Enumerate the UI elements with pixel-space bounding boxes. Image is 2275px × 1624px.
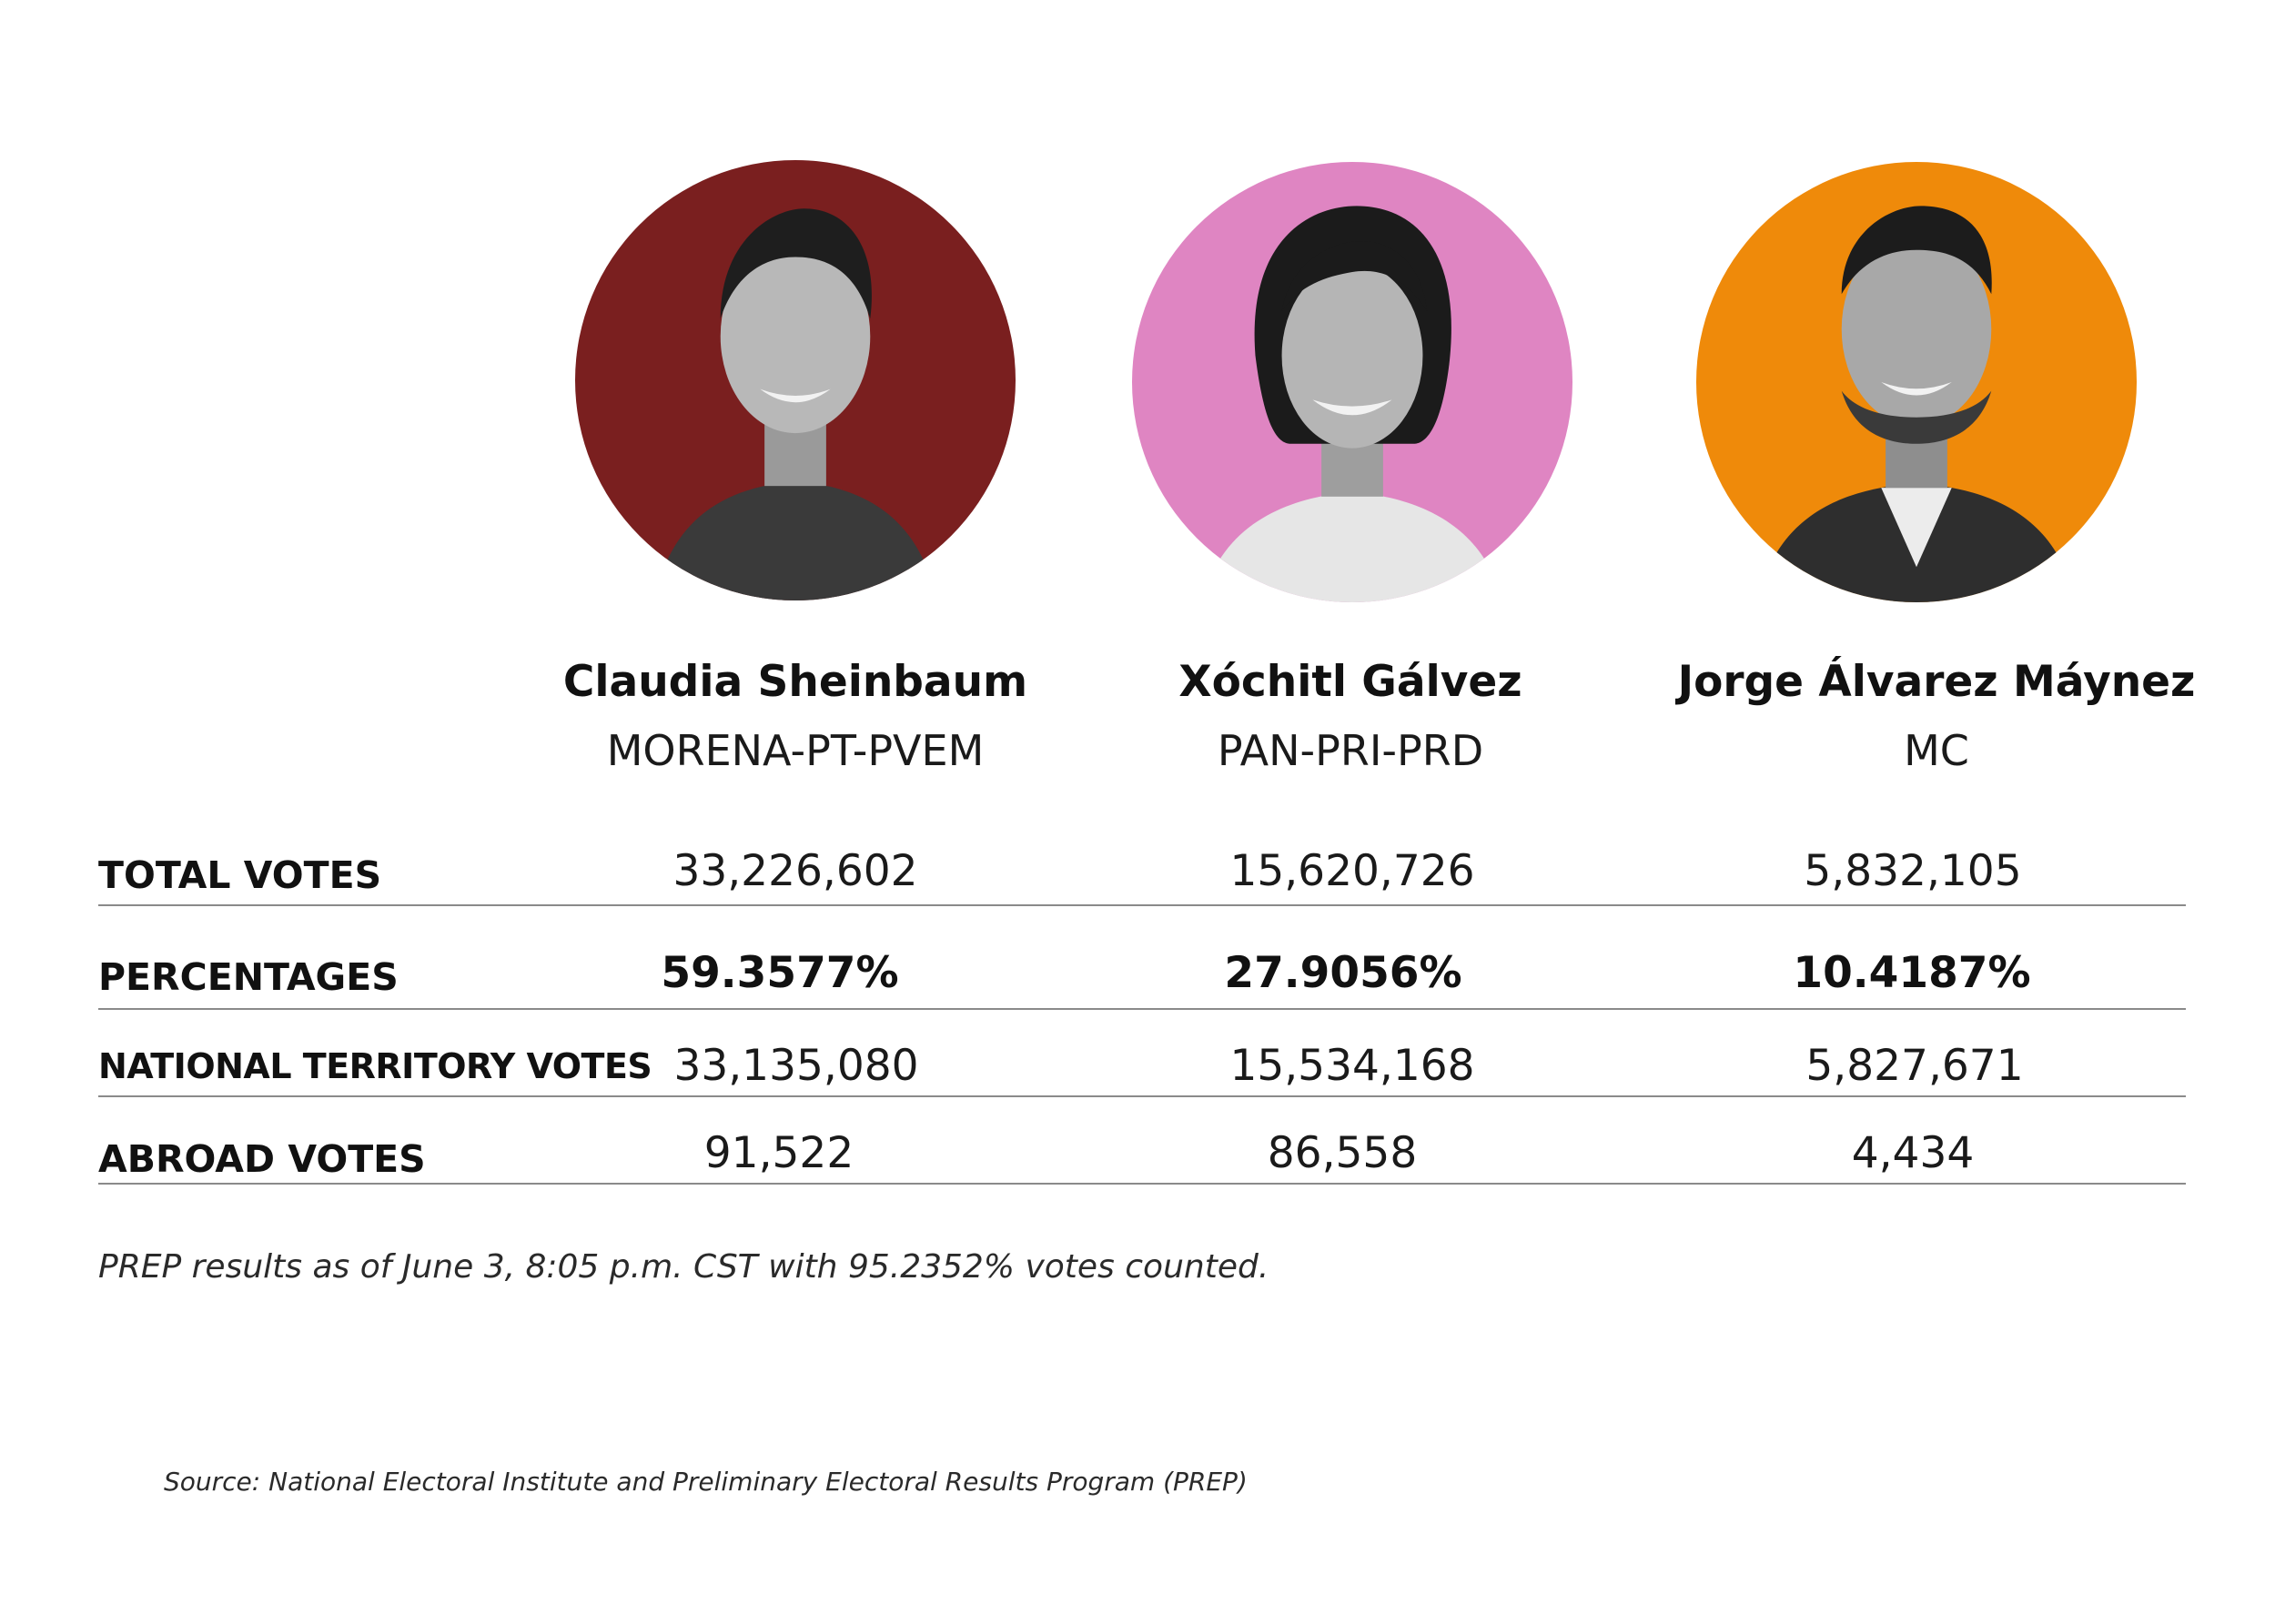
candidate-name: Xóchitl Gálvez bbox=[1178, 657, 1522, 707]
row-divider bbox=[98, 1183, 2186, 1185]
percentage-value: 59.3577% bbox=[661, 948, 899, 998]
candidate-party: PAN-PRI-PRD bbox=[1217, 726, 1484, 775]
abroad-votes-value: 91,522 bbox=[703, 1128, 854, 1178]
candidate-party: MC bbox=[1904, 726, 1969, 775]
row-label-total-votes: TOTAL VOTES bbox=[98, 853, 382, 897]
row-label-national-territory-votes: NATIONAL TERRITORY VOTES bbox=[98, 1046, 652, 1086]
results-note: PREP results as of June 3, 8:05 p.m. CST… bbox=[98, 1248, 1269, 1286]
portrait-xochitl-galvez bbox=[1132, 162, 1572, 602]
national-territory-votes-value: 15,534,168 bbox=[1229, 1041, 1475, 1091]
row-divider bbox=[98, 904, 2186, 906]
row-divider bbox=[98, 1008, 2186, 1010]
row-divider bbox=[98, 1095, 2186, 1097]
row-label-percentages: PERCENTAGES bbox=[98, 955, 399, 999]
row-label-abroad-votes: ABROAD VOTES bbox=[98, 1137, 426, 1181]
percentage-value: 10.4187% bbox=[1793, 948, 2031, 998]
national-territory-votes-value: 5,827,671 bbox=[1805, 1041, 2024, 1091]
percentage-value: 27.9056% bbox=[1224, 948, 1462, 998]
candidate-name: Claudia Sheinbaum bbox=[562, 657, 1028, 707]
person-portrait-icon bbox=[1696, 162, 2137, 602]
national-territory-votes-value: 33,135,080 bbox=[673, 1041, 919, 1091]
portrait-jorge-alvarez-maynez bbox=[1696, 162, 2137, 602]
portrait-claudia-sheinbaum bbox=[575, 160, 1016, 600]
abroad-votes-value: 4,434 bbox=[1851, 1128, 1975, 1178]
total-votes-value: 33,226,602 bbox=[672, 846, 918, 896]
person-portrait-icon bbox=[575, 160, 1016, 600]
person-portrait-icon bbox=[1132, 162, 1572, 602]
source-citation: Source: National Electoral Institute and… bbox=[164, 1467, 1248, 1497]
total-votes-value: 5,832,105 bbox=[1804, 846, 2022, 896]
candidate-name: Jorge Álvarez Máynez bbox=[1677, 657, 2196, 707]
total-votes-value: 15,620,726 bbox=[1229, 846, 1475, 896]
candidate-party: MORENA-PT-PVEM bbox=[606, 726, 985, 775]
abroad-votes-value: 86,558 bbox=[1267, 1128, 1418, 1178]
